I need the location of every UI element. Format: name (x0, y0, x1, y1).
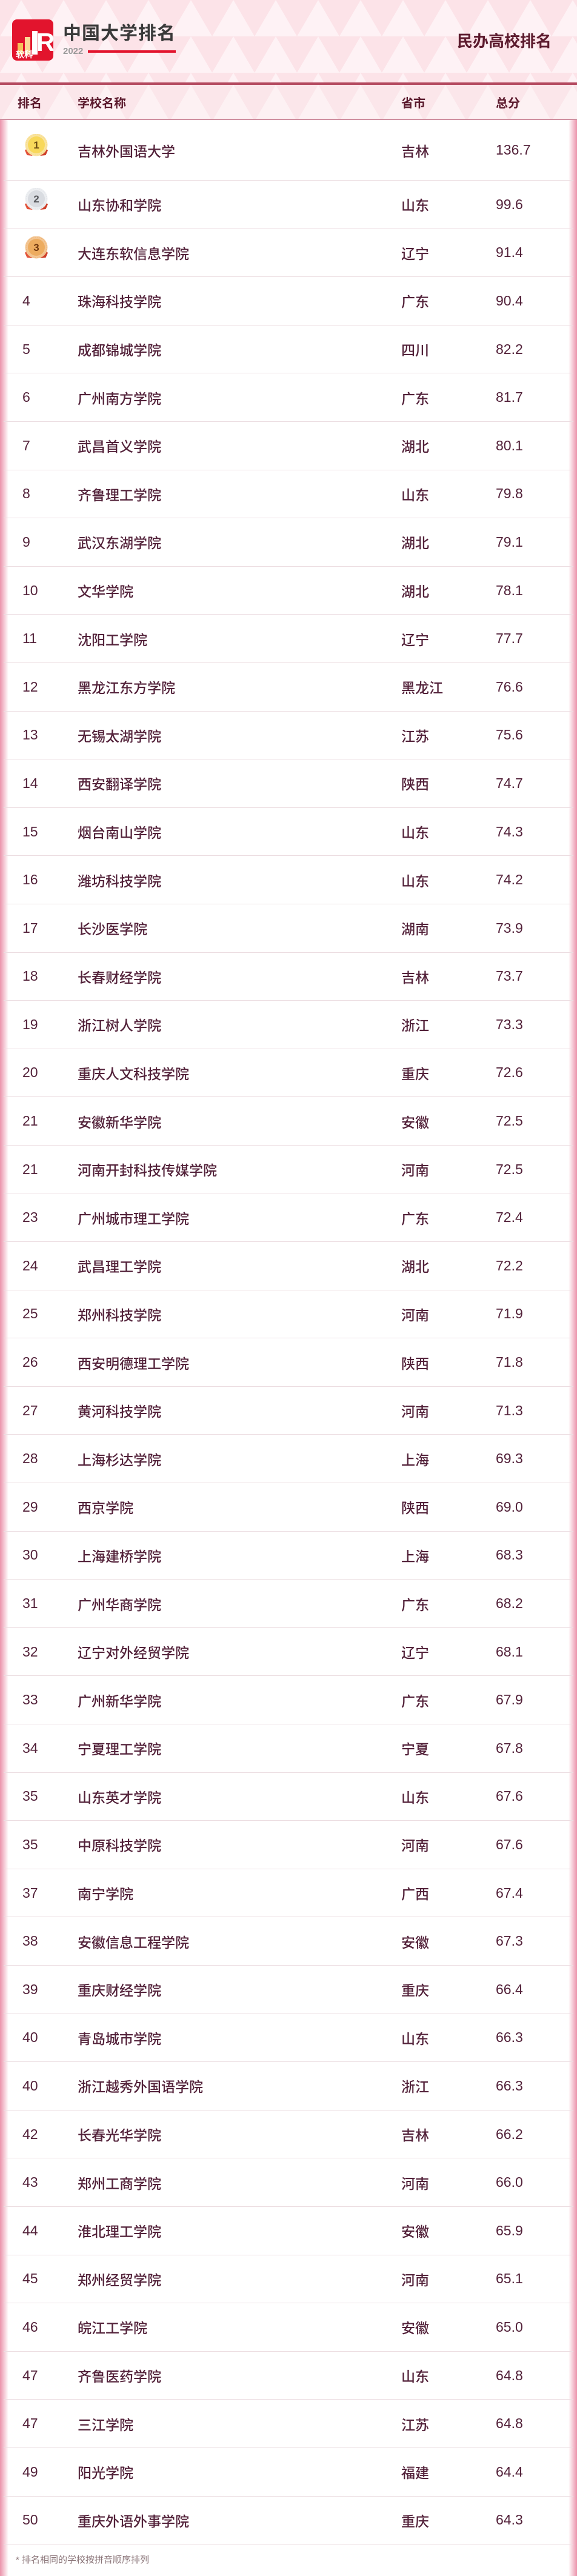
svg-text:R: R (36, 28, 53, 56)
svg-text:1: 1 (33, 139, 39, 151)
svg-text:软科: 软科 (16, 50, 33, 59)
svg-text:2: 2 (33, 193, 39, 205)
svg-text:3: 3 (33, 242, 39, 253)
